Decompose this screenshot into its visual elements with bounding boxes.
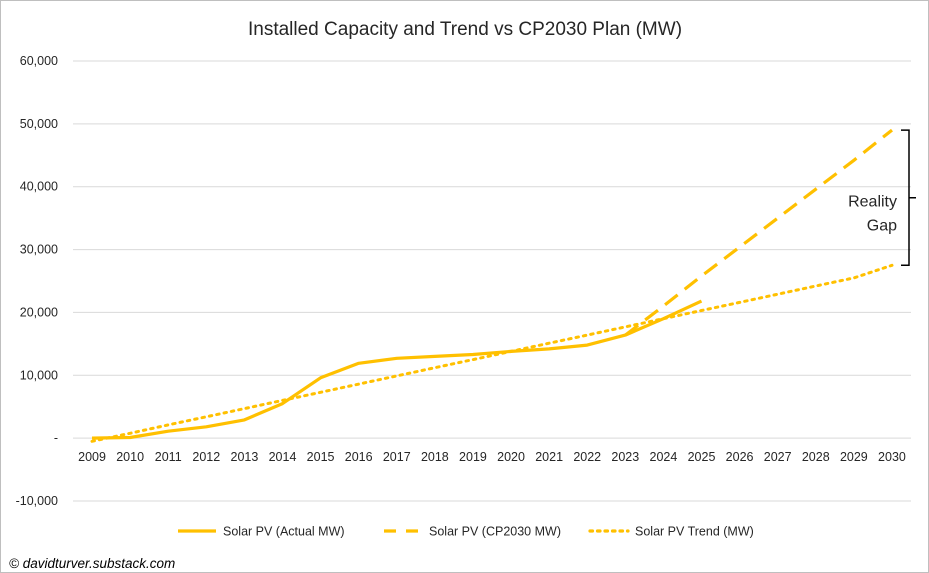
x-tick-label: 2024 — [650, 450, 678, 464]
x-tick-label: 2018 — [421, 450, 449, 464]
x-tick-label: 2025 — [688, 450, 716, 464]
reality-gap-annotation: Reality Gap — [848, 129, 916, 267]
legend: Solar PV (Actual MW) Solar PV (CP2030 MW)… — [178, 525, 754, 539]
x-tick-label: 2029 — [840, 450, 868, 464]
x-tick-label: 2026 — [726, 450, 754, 464]
series-lines — [90, 128, 894, 443]
legend-label: Solar PV (CP2030 MW) — [429, 525, 561, 539]
x-tick-label: 2009 — [78, 450, 106, 464]
series-line-dashed — [624, 128, 893, 337]
x-tick-label: 2028 — [802, 450, 830, 464]
x-tick-label: 2030 — [878, 450, 906, 464]
chart-title: Installed Capacity and Trend vs CP2030 P… — [248, 19, 682, 40]
x-tick-label: 2011 — [155, 450, 182, 464]
x-tick-label: 2013 — [231, 450, 259, 464]
y-tick-label: - — [54, 431, 58, 445]
x-tick-label: 2019 — [459, 450, 487, 464]
gap-annotation-text: Reality — [848, 194, 897, 211]
x-tick-label: 2014 — [269, 450, 297, 464]
y-tick-label: 40,000 — [20, 180, 58, 194]
x-tick-label: 2012 — [192, 450, 220, 464]
x-tick-label: 2022 — [573, 450, 601, 464]
x-tick-label: 2015 — [307, 450, 335, 464]
y-tick-label: 10,000 — [20, 368, 58, 382]
x-tick-label: 2021 — [535, 450, 563, 464]
gap-annotation-text: Gap — [867, 218, 897, 235]
y-tick-label: 60,000 — [20, 54, 58, 68]
x-axis-ticks: 2009 2010 2011 2012 2013 2014 2015 2016 2017 2018… — [78, 450, 906, 464]
y-tick-label: -10,000 — [16, 494, 58, 508]
x-tick-label: 2017 — [383, 450, 411, 464]
x-tick-label: 2010 — [116, 450, 144, 464]
y-tick-label: 20,000 — [20, 305, 58, 319]
y-axis-ticks: -10,000-10,00020,00030,00040,00050,00060… — [16, 54, 58, 508]
series-line-dotted — [90, 263, 894, 443]
y-tick-label: 30,000 — [20, 243, 58, 257]
legend-label: Solar PV Trend (MW) — [635, 525, 754, 539]
x-tick-label: 2023 — [611, 450, 639, 464]
y-tick-label: 50,000 — [20, 117, 58, 131]
x-tick-label: 2020 — [497, 450, 525, 464]
series-line-solid — [91, 299, 703, 440]
gap-bracket — [901, 129, 916, 267]
copyright-credit: © davidturver.substack.com — [9, 556, 175, 571]
gridlines — [73, 60, 911, 502]
x-tick-label: 2016 — [345, 450, 373, 464]
x-tick-label: 2027 — [764, 450, 792, 464]
legend-label: Solar PV (Actual MW) — [223, 525, 345, 539]
